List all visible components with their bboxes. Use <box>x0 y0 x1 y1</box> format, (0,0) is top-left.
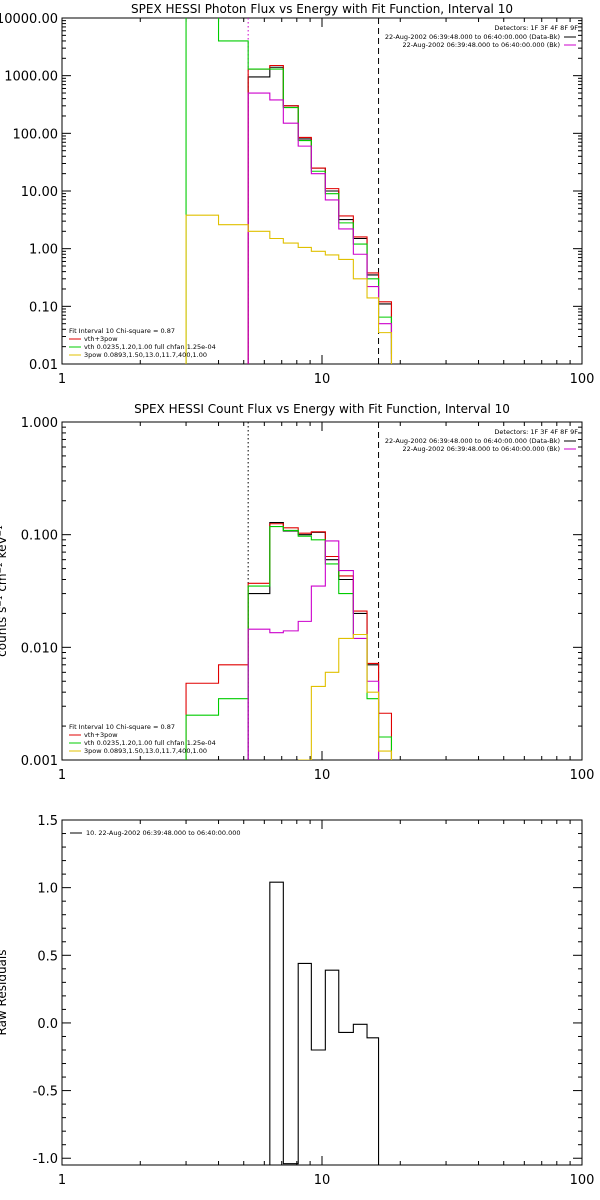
y-tick-label: -0.5 <box>33 1085 58 1100</box>
legend-entry: 22-Aug-2002 06:39:48.000 to 06:40:00.000… <box>403 445 560 453</box>
series-red-line <box>185 523 393 760</box>
y-axis-label: Raw Residuals <box>0 950 9 1036</box>
y-tick-label: 1.00 <box>29 243 58 258</box>
legend-entry: 22-Aug-2002 06:39:48.000 to 06:40:00.000… <box>385 437 560 445</box>
x-tick-label: 10 <box>314 1173 331 1188</box>
x-axis: 1 10 100 <box>58 18 595 387</box>
legend-entry: 22-Aug-2002 06:39:48.000 to 06:40:00.000… <box>385 33 560 41</box>
chart-title: SPEX HESSI Count Flux vs Energy with Fit… <box>134 402 510 416</box>
x-tick-label: 1 <box>58 1173 66 1188</box>
x-tick-label: 100 <box>570 1173 595 1188</box>
legend-entry: 3pow 0.0893,1.50,13.0,11.7,400,1.00 <box>84 747 207 755</box>
series-group <box>185 522 393 760</box>
y-axis: 0.01 0.10 1.00 10.00 100.00 1000.00 10000.00 <box>0 12 582 373</box>
series-yellow-line <box>298 633 393 760</box>
series-magenta-line <box>247 92 393 364</box>
series-magenta-line <box>247 540 380 760</box>
y-tick-label: 1.000 <box>21 416 58 431</box>
y-axis: 0.001 0.010 0.100 1.000 <box>21 416 582 769</box>
series-black-line <box>269 881 380 1165</box>
y-tick-label: 100.00 <box>13 127 59 142</box>
series-black-line <box>247 66 393 364</box>
y-axis: -1.0 -0.5 0.0 0.5 1.0 1.5 <box>33 814 582 1167</box>
y-tick-label: 0.100 <box>21 529 58 544</box>
legend-fit-header: Fit Interval 10 Chi-square = 0.87 <box>69 723 175 731</box>
legend-top-left: 10. 22-Aug-2002 06:39:48.000 to 06:40:00… <box>70 829 241 837</box>
series-group <box>269 881 380 1165</box>
legend-bottom-left: Fit Interval 10 Chi-square = 0.87vth+3po… <box>69 327 216 359</box>
x-tick-label: 100 <box>570 768 595 783</box>
panel-1: SPEX HESSI Photon Flux vs Energy with Fi… <box>0 2 594 387</box>
legend-bottom-left: Fit Interval 10 Chi-square = 0.87vth+3po… <box>69 723 216 755</box>
y-tick-label: 0.010 <box>21 641 58 656</box>
legend-entry: 3pow 0.0893,1.50,13.0,11.7,400,1.00 <box>84 351 207 359</box>
legend-entry: vth+3pow <box>84 731 118 739</box>
panel-2: SPEX HESSI Count Flux vs Energy with Fit… <box>0 402 594 783</box>
x-tick-label: 10 <box>314 372 331 387</box>
y-tick-label: 0.10 <box>29 300 58 315</box>
y-tick-label: 1.0 <box>37 882 58 897</box>
legend-entry: vth 0.0235,1.20,1.00 full chfan 1.25e-04 <box>84 343 216 351</box>
series-group <box>185 18 393 364</box>
plot-frame <box>61 421 583 761</box>
legend-detectors: Detectors: 1F 3F 4F 8F 9F <box>494 428 578 436</box>
legend-fit-header: Fit Interval 10 Chi-square = 0.87 <box>69 327 175 335</box>
x-tick-label: 100 <box>570 372 595 387</box>
legend-entry: vth+3pow <box>84 335 118 343</box>
plot-frame <box>61 17 583 365</box>
x-axis: 1 10 100 <box>58 820 595 1188</box>
plot-frame <box>61 819 583 1166</box>
series-green-line <box>185 18 393 364</box>
y-tick-label: 0.01 <box>29 358 58 373</box>
y-tick-label: -1.0 <box>33 1152 58 1167</box>
y-tick-label: 0.0 <box>37 1017 58 1032</box>
x-axis: 1 10 100 <box>58 422 595 783</box>
x-tick-label: 1 <box>58 768 66 783</box>
series-black-line <box>247 522 380 760</box>
legend-entry: vth 0.0235,1.20,1.00 full chfan 1.25e-04 <box>84 739 216 747</box>
legend-detectors: Detectors: 1F 3F 4F 8F 9F <box>494 24 578 32</box>
y-tick-label: 1.5 <box>37 814 58 829</box>
legend-entry: 22-Aug-2002 06:39:48.000 to 06:40:00.000… <box>403 41 560 49</box>
y-tick-label: 0.001 <box>21 754 58 769</box>
series-red-line <box>247 64 393 364</box>
x-tick-label: 10 <box>314 768 331 783</box>
y-tick-label: 0.5 <box>37 949 58 964</box>
x-tick-label: 1 <box>58 372 66 387</box>
chart-title: SPEX HESSI Photon Flux vs Energy with Fi… <box>131 2 513 16</box>
y-tick-label: 1000.00 <box>4 70 58 85</box>
series-green-line <box>185 526 393 760</box>
y-axis-label: counts s⁻¹ cm⁻² keV⁻¹ <box>0 525 9 657</box>
y-tick-label: 10.00 <box>21 185 58 200</box>
legend-entry: 10. 22-Aug-2002 06:39:48.000 to 06:40:00… <box>86 829 241 837</box>
series-yellow-line <box>185 214 393 364</box>
y-tick-label: 10000.00 <box>0 12 58 27</box>
panel-3: 1 10 100 -1.0 -0.5 0.0 0.5 1.0 1.5 Raw Residuals 1… <box>0 814 594 1188</box>
